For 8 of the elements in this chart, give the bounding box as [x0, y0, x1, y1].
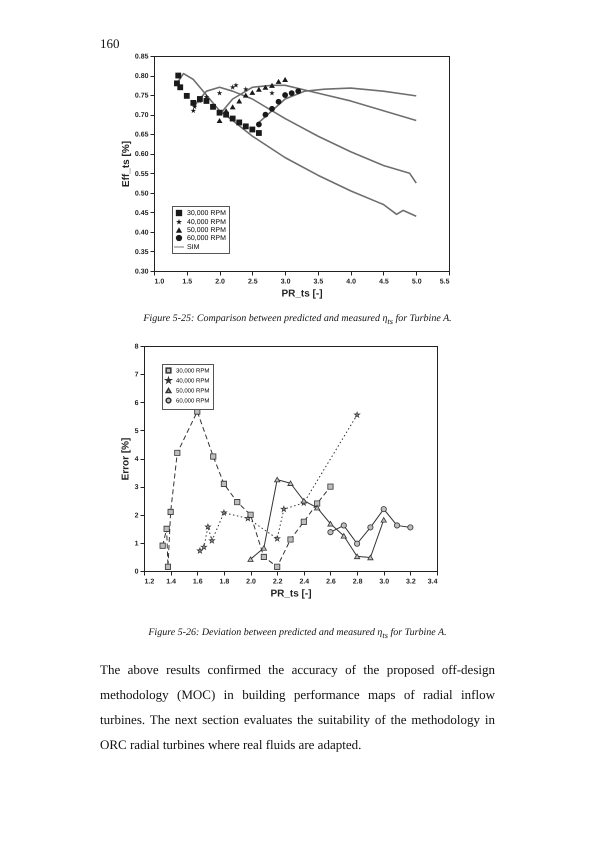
y-axis-title: Eff_ts [%]: [120, 140, 132, 188]
x-axis-title: PR_ts [-]: [270, 588, 312, 600]
text: The above results confirmed the accuracy of the proposed off-design methodology (MOC) in building performance maps of radial inflow turbines. The next section evaluates the suitability of the methodology in ORC radial turbines where real fluids are adapted.: [100, 661, 495, 754]
caption: Figure 5-25: Comparison between predicted and measured η$_{ts}$ for Turbine A.: [142, 313, 453, 326]
text: 160: [100, 36, 120, 52]
y-axis-title: Error [%]: [120, 438, 132, 480]
x-axis-title: PR_ts [-]: [281, 288, 323, 300]
caption: Figure 5-26: Deviation between predicted and measured η$_{ts}$ for Turbine A.: [147, 627, 448, 640]
